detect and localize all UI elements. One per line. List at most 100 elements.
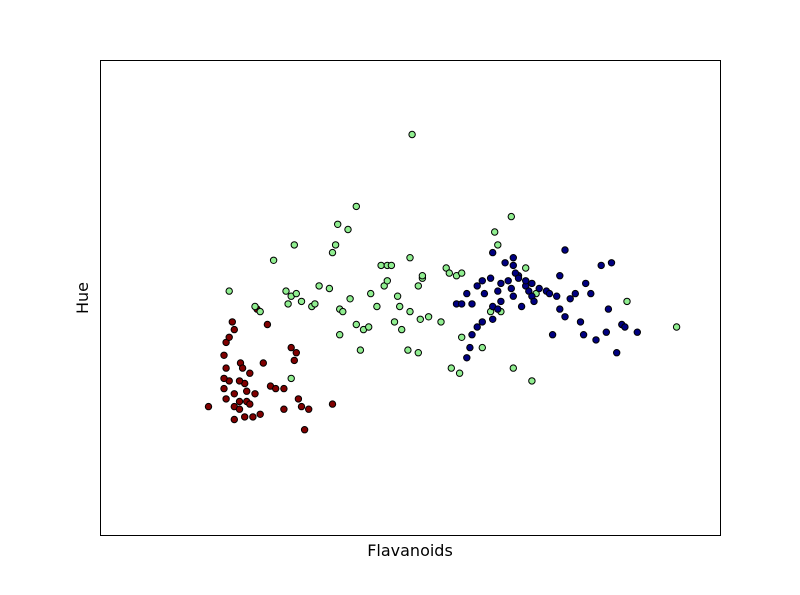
data-point-series-0-25 — [251, 390, 259, 398]
data-point-series-2-22 — [528, 279, 536, 288]
data-point-series-2-5 — [478, 277, 486, 285]
data-point-series-2-29 — [553, 292, 561, 300]
data-point-series-2-18 — [509, 261, 517, 270]
data-point-series-0-31 — [272, 384, 280, 393]
data-point-series-0-2 — [220, 351, 228, 359]
data-point-series-0-29 — [263, 320, 272, 329]
data-point-series-0-20 — [243, 387, 251, 395]
data-point-series-1-64 — [522, 264, 530, 272]
data-point-series-0-0 — [204, 402, 213, 411]
data-point-series-1-55 — [458, 333, 466, 341]
data-point-series-0-22 — [246, 400, 254, 408]
data-point-series-2-9 — [494, 287, 502, 295]
data-point-series-2-34 — [566, 295, 574, 303]
data-point-series-1-14 — [325, 284, 334, 293]
data-point-series-0-24 — [249, 413, 257, 421]
data-point-series-2-1 — [458, 300, 466, 308]
data-point-series-2-4 — [473, 282, 481, 290]
data-point-series-1-48 — [424, 313, 433, 321]
data-point-series-1-25 — [356, 346, 365, 354]
data-point-series-2-59 — [522, 277, 530, 285]
data-point-series-0-11 — [230, 325, 239, 334]
data-point-series-2-55 — [494, 305, 502, 313]
data-point-series-2-52 — [473, 323, 481, 331]
data-point-series-1-32 — [383, 277, 391, 285]
y-axis-label: Hue — [73, 282, 92, 314]
data-point-series-0-13 — [230, 415, 239, 424]
data-point-series-1-18 — [336, 331, 344, 339]
data-point-series-2-40 — [592, 336, 600, 344]
data-point-series-1-22 — [346, 295, 354, 303]
data-point-series-2-24 — [530, 297, 538, 306]
data-point-series-2-2 — [463, 289, 471, 298]
data-point-series-0-41 — [328, 400, 337, 408]
data-point-series-2-41 — [597, 261, 605, 270]
data-point-series-2-54 — [489, 315, 497, 323]
data-point-series-1-27 — [365, 323, 373, 331]
data-point-series-2-13 — [504, 277, 512, 285]
data-point-series-1-20 — [339, 307, 347, 316]
data-point-series-1-47 — [418, 272, 427, 280]
data-point-series-1-17 — [334, 220, 342, 229]
data-point-series-1-16 — [331, 241, 340, 249]
data-point-series-1-5 — [284, 300, 292, 308]
data-point-series-1-41 — [406, 254, 414, 262]
data-point-series-1-59 — [491, 228, 499, 236]
data-point-series-0-4 — [222, 395, 230, 403]
data-point-series-1-7 — [287, 374, 295, 383]
data-point-series-0-37 — [294, 395, 303, 403]
data-point-series-2-30 — [556, 305, 564, 313]
data-point-series-1-49 — [437, 318, 445, 326]
data-point-series-2-28 — [548, 331, 557, 339]
data-point-series-0-10 — [228, 318, 237, 326]
data-point-series-0-23 — [246, 369, 254, 377]
data-point-series-2-49 — [463, 354, 471, 362]
data-point-series-1-39 — [404, 346, 412, 354]
data-point-series-2-44 — [607, 259, 616, 267]
data-point-series-2-36 — [576, 318, 585, 326]
data-point-series-2-6 — [480, 289, 489, 298]
data-point-series-1-21 — [344, 225, 352, 234]
data-point-series-1-24 — [352, 320, 360, 329]
data-point-series-1-56 — [458, 269, 466, 277]
data-point-series-2-33 — [561, 246, 569, 254]
data-point-series-1-51 — [445, 269, 453, 277]
data-point-series-1-37 — [396, 302, 404, 311]
data-point-series-2-27 — [545, 289, 554, 298]
data-point-series-0-3 — [222, 364, 230, 372]
data-point-series-2-17 — [517, 302, 526, 311]
data-point-series-2-48 — [633, 328, 641, 336]
data-point-series-1-2 — [256, 307, 264, 316]
data-point-series-0-14 — [235, 405, 244, 413]
data-point-series-0-33 — [280, 384, 288, 393]
data-point-series-1-36 — [393, 292, 402, 300]
data-point-series-1-40 — [406, 307, 414, 316]
data-point-series-1-30 — [377, 261, 385, 270]
data-point-series-2-19 — [509, 254, 517, 262]
x-axis-label: Flavanoids — [367, 541, 453, 560]
data-point-series-2-14 — [507, 284, 515, 293]
data-point-series-1-23 — [352, 202, 360, 211]
data-point-series-2-56 — [489, 248, 497, 257]
data-point-series-1-45 — [416, 315, 424, 323]
data-point-series-2-50 — [466, 343, 474, 352]
data-point-series-2-7 — [486, 274, 495, 282]
data-point-series-1-38 — [398, 325, 406, 334]
data-point-series-2-15 — [509, 292, 517, 300]
data-point-series-0-35 — [292, 349, 300, 357]
data-point-series-1-28 — [367, 289, 375, 298]
data-point-series-1-65 — [528, 377, 536, 385]
data-point-series-2-42 — [602, 328, 610, 336]
data-point-series-0-9 — [225, 333, 233, 341]
data-point-series-2-3 — [468, 300, 476, 308]
data-point-series-2-37 — [579, 331, 588, 339]
data-point-series-0-7 — [220, 374, 228, 383]
data-point-series-0-40 — [305, 405, 313, 413]
data-point-series-1-10 — [297, 297, 306, 306]
data-point-series-2-32 — [561, 313, 569, 321]
data-point-series-0-34 — [287, 343, 295, 352]
data-point-series-1-44 — [414, 282, 422, 290]
data-point-series-0-27 — [256, 410, 264, 418]
data-point-series-1-43 — [414, 349, 422, 357]
data-point-series-1-52 — [447, 364, 455, 372]
